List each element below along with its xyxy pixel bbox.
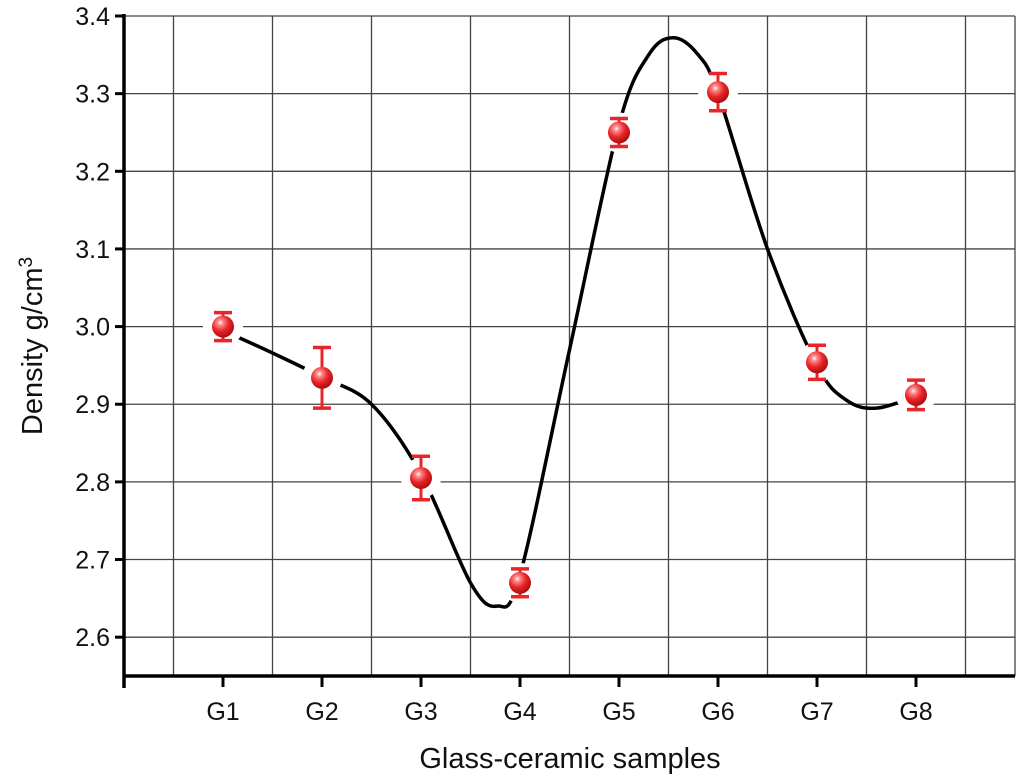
data-point-G4 [500,562,540,603]
x-tick-label: G5 [602,698,635,726]
x-tick-label: G2 [305,698,338,726]
marker [509,571,531,594]
marker [905,383,927,406]
marker [707,81,729,104]
tick-labels: 2.6 2.7 2.8 2.9 3.0 3.1 3.2 3.3 3.4 G1 G2 G3 G4 G5 G6 G… [75,3,932,726]
y-tick-label: 2.8 [75,469,110,497]
data-point-G5 [599,112,639,153]
y-tick-label: 3.2 [75,158,110,186]
y-axis-label-text: Density g/cm [17,267,49,435]
data-point-G7 [797,342,837,383]
x-tick-label: G8 [899,698,932,726]
data-point-G2 [302,345,342,410]
x-axis-label: Glass-ceramic samples [419,743,720,775]
data-points [203,71,936,603]
y-tick-label: 3.0 [75,314,110,342]
y-tick-label: 2.6 [75,624,110,652]
marker [212,315,234,338]
x-tick-label: G6 [701,698,734,726]
data-point-G8 [896,374,936,415]
x-tick-label: G4 [503,698,536,726]
marker [806,351,828,374]
y-axis-label: Density g/cm3 [16,257,49,435]
axes [115,14,1015,688]
x-tick-label: G3 [404,698,437,726]
fit-curve [222,35,917,609]
y-tick-label: 3.4 [75,3,110,31]
data-point-G1 [203,306,243,347]
x-tick-label: G7 [800,698,833,726]
y-axis-label-superscript: 3 [16,257,37,268]
y-tick-label: 3.3 [75,81,110,109]
marker [311,366,333,389]
y-tick-label: 3.1 [75,236,110,264]
data-point-G3 [401,454,441,502]
x-tick-label: G1 [206,698,239,726]
data-point-G6 [698,71,738,113]
marker [410,467,432,489]
marker [608,121,630,144]
y-tick-label: 2.9 [75,391,110,419]
y-tick-label: 2.7 [75,547,110,575]
